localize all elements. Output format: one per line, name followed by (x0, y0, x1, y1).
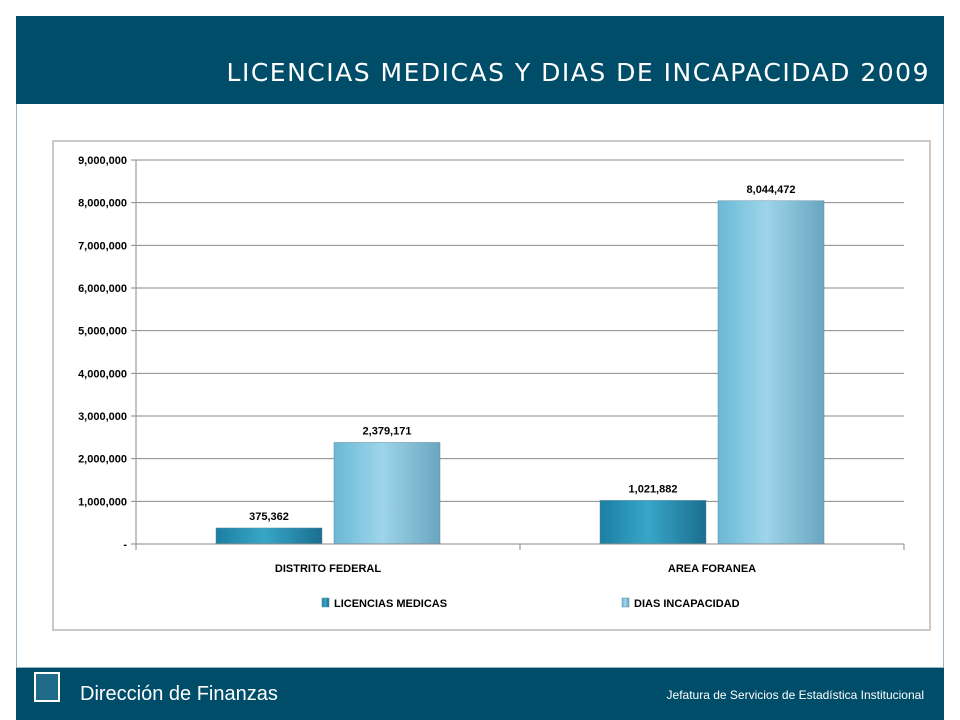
y-tick-label: 8,000,000 (78, 198, 127, 210)
y-tick-label: - (123, 539, 127, 551)
y-tick-label: 2,000,000 (78, 454, 127, 466)
bar-chart: - 1,000,000 2,000,000 3,000,000 4,000,000 5,0… (78, 155, 905, 610)
legend-entry: LICENCIAS MEDICAS (334, 598, 447, 610)
footer-office: Jefatura de Servicios de Estadística Ins… (666, 688, 924, 702)
header-band (16, 16, 944, 104)
y-tick-label: 5,000,000 (78, 326, 127, 338)
bar (333, 442, 441, 545)
legend-swatch (621, 597, 630, 608)
footer-department: Dirección de Finanzas (80, 683, 278, 705)
y-tick-label: 7,000,000 (78, 240, 127, 252)
legend-swatch (321, 597, 330, 608)
data-label: 1,021,882 (629, 483, 678, 495)
category-label: DISTRITO FEDERAL (275, 563, 381, 575)
legend: LICENCIAS MEDICAS DIAS INCAPACIDAD (321, 597, 740, 610)
y-tick-label: 9,000,000 (78, 155, 127, 167)
y-tick-label: 3,000,000 (78, 411, 127, 423)
footer-band (16, 668, 944, 720)
bars: 375,362 2,379,171 1,021,882 8,044,472 (215, 184, 825, 545)
category-label: AREA FORANEA (668, 563, 756, 575)
x-axis: DISTRITO FEDERAL AREA FORANEA (135, 543, 905, 575)
y-tick-label: 6,000,000 (78, 283, 127, 295)
data-label: 2,379,171 (363, 425, 412, 437)
slide-title: LICENCIAS MEDICAS Y DIAS DE INCAPACIDAD … (226, 58, 930, 87)
chart-area: - 1,000,000 2,000,000 3,000,000 4,000,000 5,0… (52, 140, 931, 631)
bar (599, 500, 707, 545)
issste-logo-icon (34, 672, 60, 702)
y-tick-label: 4,000,000 (78, 368, 127, 380)
legend-entry: DIAS INCAPACIDAD (634, 598, 740, 610)
data-label: 375,362 (249, 511, 289, 523)
y-axis: - 1,000,000 2,000,000 3,000,000 4,000,000 5,0… (78, 155, 137, 551)
data-label: 8,044,472 (747, 184, 796, 196)
bar (717, 200, 825, 545)
bar (215, 527, 323, 545)
y-tick-label: 1,000,000 (78, 496, 127, 508)
